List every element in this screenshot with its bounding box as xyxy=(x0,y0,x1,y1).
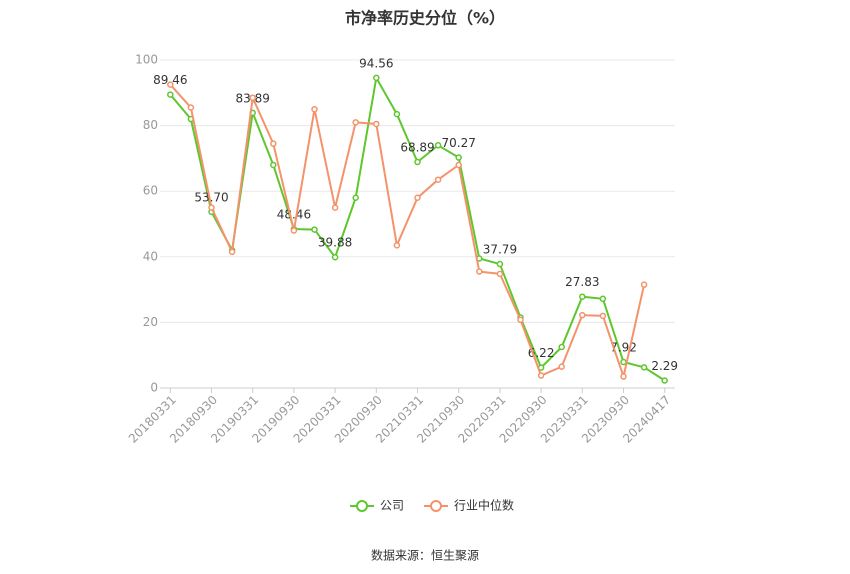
legend-label: 行业中位数 xyxy=(454,498,514,513)
point xyxy=(579,311,586,319)
y-tick-label: 40 xyxy=(143,249,158,263)
data-label: 53.70 xyxy=(194,190,228,204)
point xyxy=(620,358,627,366)
point xyxy=(373,120,380,128)
series xyxy=(167,81,648,381)
series xyxy=(167,74,668,384)
point xyxy=(270,140,277,147)
point xyxy=(393,242,401,249)
y-tick-label: 20 xyxy=(143,315,158,329)
data-label: 70.27 xyxy=(442,136,476,150)
point xyxy=(167,81,174,88)
y-tick-label: 80 xyxy=(143,118,158,132)
point xyxy=(228,248,236,256)
point xyxy=(434,142,442,149)
point xyxy=(393,110,401,118)
data-label: 2.29 xyxy=(651,359,678,373)
data-label: 37.79 xyxy=(483,243,517,257)
legend-label: 公司 xyxy=(380,499,404,513)
y-tick-label: 100 xyxy=(135,53,158,67)
data-label: 68.89 xyxy=(400,141,434,155)
point xyxy=(537,372,545,379)
point xyxy=(311,226,318,233)
point xyxy=(579,293,586,300)
point xyxy=(187,104,195,111)
point xyxy=(661,377,668,384)
point xyxy=(558,363,565,370)
point xyxy=(352,194,359,202)
point xyxy=(311,105,318,113)
data-label: 39.88 xyxy=(318,236,352,250)
point xyxy=(167,91,174,98)
point xyxy=(331,204,339,211)
series-line xyxy=(169,83,646,381)
point xyxy=(331,253,339,261)
point xyxy=(290,227,298,234)
point xyxy=(558,343,565,351)
point xyxy=(496,260,504,268)
point xyxy=(476,268,483,275)
point xyxy=(517,316,524,324)
point xyxy=(434,176,442,183)
point xyxy=(414,194,421,202)
point xyxy=(620,373,627,380)
legend-marker xyxy=(356,500,368,512)
point xyxy=(249,94,256,101)
chart-title: 市净率历史分位（%） xyxy=(345,9,505,28)
point xyxy=(496,270,504,278)
data-label: 27.83 xyxy=(565,275,599,289)
point xyxy=(208,204,215,211)
point xyxy=(599,312,607,320)
point xyxy=(373,74,380,82)
point xyxy=(599,295,607,303)
point xyxy=(352,119,359,126)
legend-marker xyxy=(430,500,443,512)
series-line xyxy=(169,74,666,382)
point xyxy=(455,154,462,161)
point xyxy=(640,281,648,288)
y-tick-label: 60 xyxy=(143,184,158,198)
data-label: 94.56 xyxy=(359,56,393,70)
point xyxy=(455,161,462,169)
point xyxy=(270,161,277,169)
data-label: 48.46 xyxy=(277,208,311,222)
data-label: 89.46 xyxy=(153,73,187,87)
y-tick-label: 0 xyxy=(150,381,158,395)
point xyxy=(640,364,648,371)
point xyxy=(414,158,421,166)
source: 数据来源：恒生聚源 xyxy=(371,548,479,563)
